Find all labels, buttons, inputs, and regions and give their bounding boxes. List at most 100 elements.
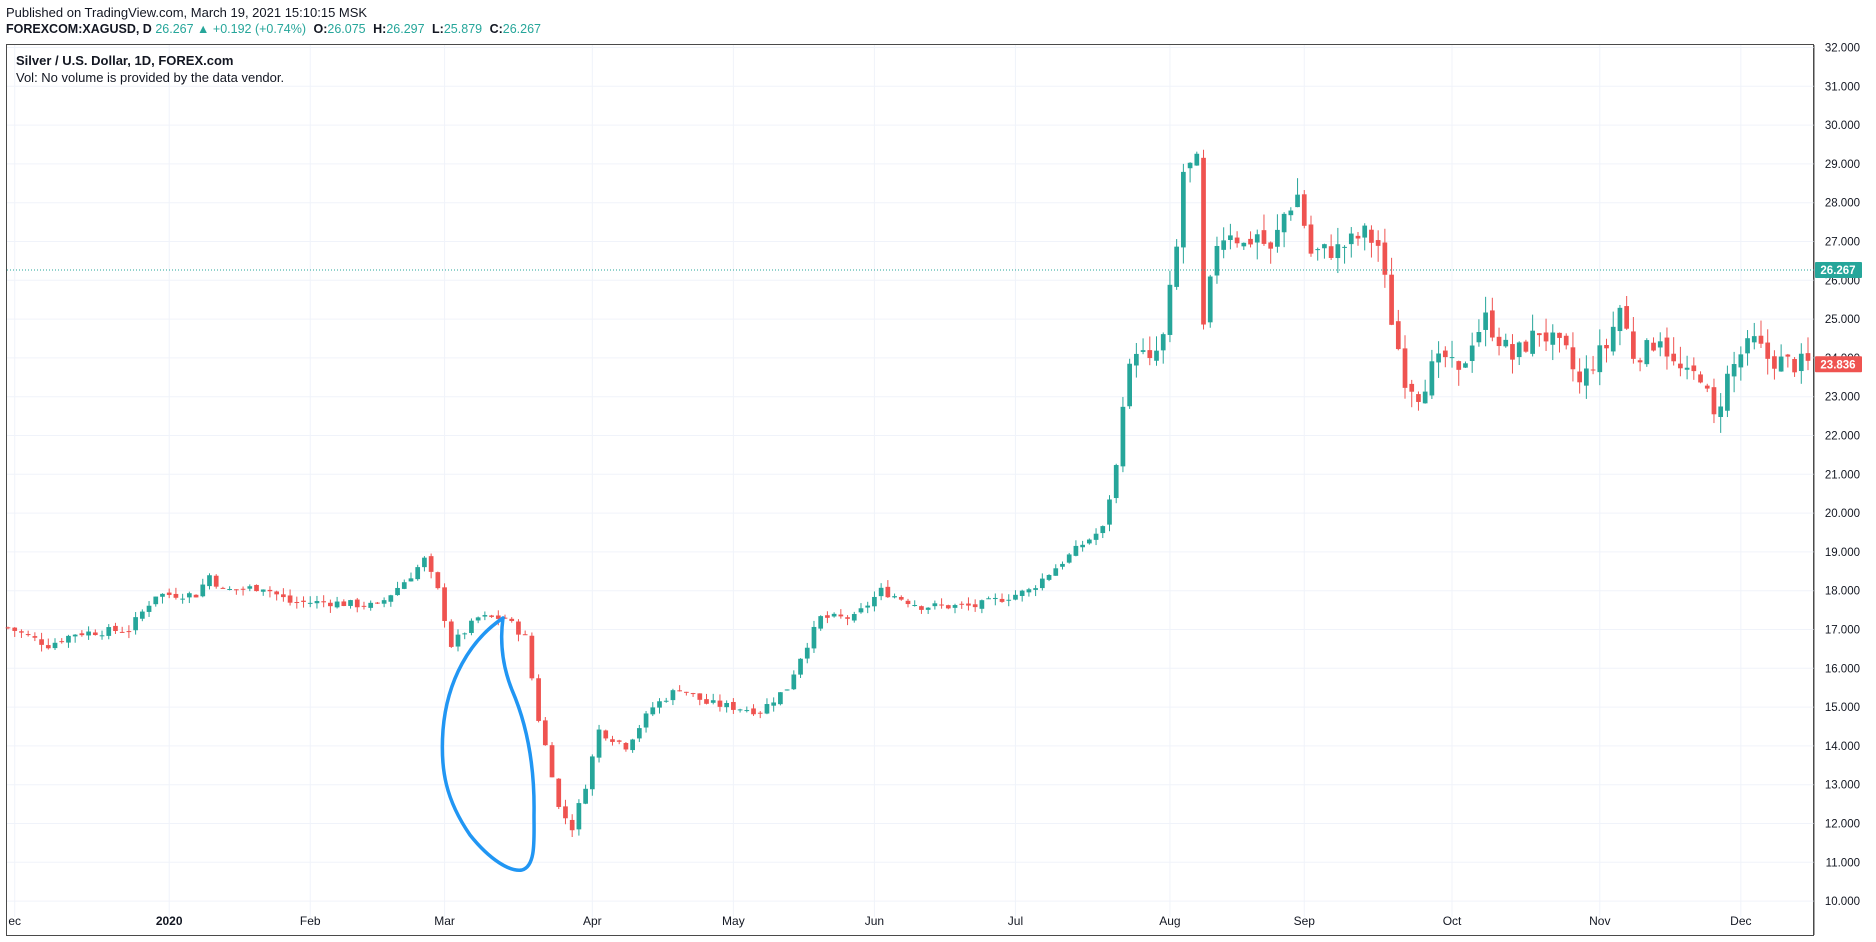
candle-body	[1698, 374, 1703, 383]
candle-body	[227, 588, 232, 590]
chart-legend-title: Silver / U.S. Dollar, 1D, FOREX.com	[16, 53, 234, 68]
candle-body	[663, 700, 669, 702]
candle-body	[469, 620, 474, 633]
candle-body	[1476, 332, 1482, 343]
candle-body	[213, 575, 219, 587]
y-tick-label: 22.000	[1825, 431, 1860, 443]
candle-body	[1402, 348, 1408, 388]
candle-body	[697, 693, 703, 700]
candle-body	[1362, 225, 1368, 238]
x-tick-label: Dec	[1730, 914, 1751, 928]
y-tick-label: 11.000	[1826, 857, 1860, 869]
candle-body	[905, 600, 911, 605]
candle-body	[1254, 234, 1260, 243]
candle-body	[556, 778, 562, 807]
x-tick-label: Jun	[865, 914, 884, 928]
candle-body	[1080, 544, 1085, 548]
candle-body	[1550, 332, 1556, 345]
candle-body	[1140, 350, 1146, 352]
candle-body	[1671, 353, 1677, 362]
high-label: H:	[373, 22, 387, 36]
volume-note: Vol: No volume is provided by the data v…	[16, 70, 285, 85]
y-tick-label: 15.000	[1825, 702, 1860, 714]
price-label-text: 26.267	[1820, 265, 1855, 277]
candle-body	[1328, 246, 1334, 258]
candle-body	[1610, 326, 1616, 352]
candle-body	[596, 729, 602, 758]
y-tick-label: 17.000	[1825, 625, 1860, 637]
candle-body	[186, 593, 192, 598]
candle-body	[536, 678, 541, 721]
candle-body	[569, 819, 575, 831]
candle-body	[455, 634, 461, 647]
candle-body	[1678, 363, 1683, 369]
candle-body	[341, 601, 347, 607]
candle-body	[925, 607, 931, 610]
candle-body	[1463, 363, 1468, 368]
candle-body	[1073, 545, 1079, 556]
candle-body	[234, 589, 239, 591]
candle-body	[865, 605, 871, 608]
candle-body	[1248, 238, 1253, 245]
candle-body	[825, 615, 830, 618]
candle-body	[52, 642, 58, 649]
candle-body	[99, 635, 105, 637]
candle-body	[1805, 353, 1811, 361]
candle-body	[1308, 224, 1314, 254]
candle-body	[1107, 499, 1112, 525]
candle-body	[1684, 367, 1690, 370]
candle-body	[1604, 344, 1609, 349]
y-tick-label: 16.000	[1825, 663, 1860, 675]
candle-body	[1261, 230, 1267, 244]
candle-body	[375, 602, 380, 604]
candle-body	[764, 704, 770, 714]
price-label-box	[1815, 356, 1862, 373]
candle-body	[1664, 337, 1670, 357]
candle-body	[25, 634, 31, 636]
candle-body	[650, 707, 656, 715]
candle-body	[1644, 340, 1650, 365]
candle-body	[12, 627, 18, 631]
candle-body	[1557, 332, 1562, 338]
candle-body	[1570, 347, 1576, 370]
candle-body	[1288, 210, 1294, 216]
y-tick-label: 32.000	[1825, 43, 1860, 55]
candle-body	[1798, 353, 1804, 372]
annotation-circle[interactable]	[440, 616, 536, 872]
candle-body	[670, 690, 676, 701]
candle-body	[1543, 332, 1549, 342]
y-tick-label: 20.000	[1825, 508, 1860, 520]
candle-body	[1785, 354, 1791, 357]
candle-body	[1355, 235, 1361, 239]
candle-body	[1725, 373, 1730, 411]
candle-body	[1019, 590, 1025, 596]
candle-body	[959, 603, 965, 605]
candle-body	[408, 578, 414, 582]
candle-body	[778, 692, 783, 705]
candle-body	[838, 614, 844, 617]
candle-body	[1369, 229, 1374, 243]
candle-body	[1395, 321, 1401, 350]
candle-body	[287, 595, 293, 603]
candle-body	[381, 600, 387, 604]
candle-body	[1751, 336, 1757, 343]
candle-body	[448, 621, 454, 647]
candle-body	[220, 587, 226, 589]
y-tick-label: 29.000	[1825, 159, 1860, 171]
candle-body	[509, 618, 515, 622]
quote-line: FOREXCOM:XAGUSD, D 26.267 ▲ +0.192 (+0.7…	[6, 22, 541, 36]
y-tick-label: 23.000	[1825, 392, 1860, 404]
candle-body	[45, 645, 51, 649]
candle-body	[86, 631, 91, 636]
candle-body	[636, 728, 642, 739]
candle-body	[1577, 371, 1582, 383]
price-label-text: 23.836	[1820, 359, 1855, 371]
candle-body	[1429, 361, 1435, 396]
candle-body	[1194, 153, 1200, 166]
candle-body	[1348, 233, 1354, 245]
price-axis: 10.000 11.000 12.000 13.000 14.000 15.000 16.0…	[1825, 43, 1860, 909]
candle-body	[1597, 345, 1603, 373]
candle-body	[1738, 354, 1744, 368]
x-tick-label: May	[722, 914, 745, 928]
